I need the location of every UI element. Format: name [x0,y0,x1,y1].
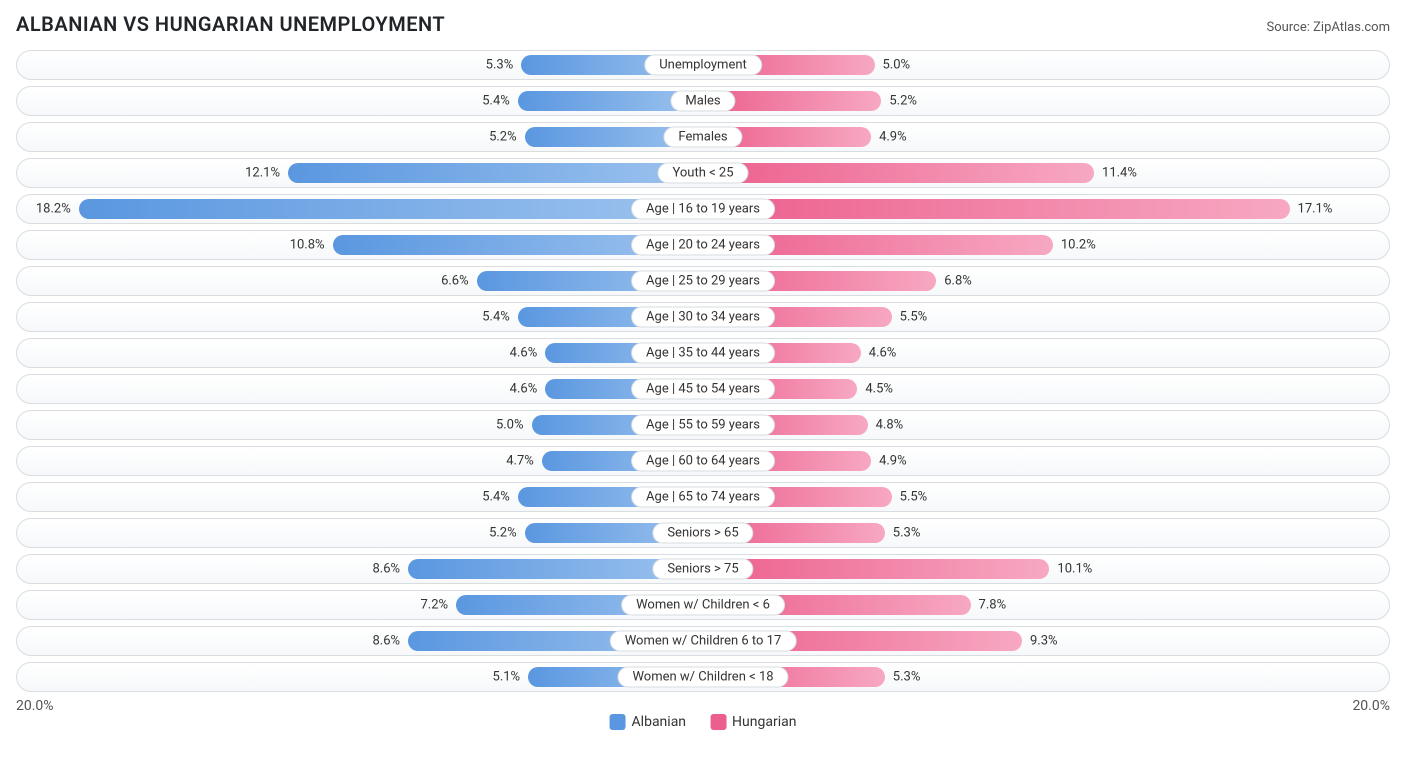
category-label: Women w/ Children 6 to 17 [610,631,797,652]
value-right: 5.5% [900,310,928,325]
value-right: 5.2% [889,94,917,109]
value-left: 5.2% [489,526,517,541]
category-label: Age | 30 to 34 years [631,307,775,328]
chart-row: 5.2% 4.9% Females [16,122,1390,152]
chart-row: 8.6% 9.3% Women w/ Children 6 to 17 [16,626,1390,656]
diverging-bar-chart: 5.3% 5.0% Unemployment 5.4% 5.2% Males 5.2% 4.9… [16,50,1390,692]
bar-right [703,559,1049,579]
chart-row: 4.6% 4.5% Age | 45 to 54 years [16,374,1390,404]
value-right: 5.5% [900,490,928,505]
value-left: 8.6% [372,634,400,649]
bar-right [703,163,1094,183]
value-right: 7.8% [979,598,1007,613]
value-left: 18.2% [36,202,71,217]
chart-row: 18.2% 17.1% Age | 16 to 19 years [16,194,1390,224]
bar-left [288,163,703,183]
value-right: 10.1% [1057,562,1092,577]
chart-title: ALBANIAN VS HUNGARIAN UNEMPLOYMENT [16,12,445,36]
chart-row: 5.4% 5.5% Age | 30 to 34 years [16,302,1390,332]
value-right: 5.3% [893,526,921,541]
legend: Albanian Hungarian [610,714,797,730]
category-label: Women w/ Children < 6 [621,595,785,616]
category-label: Females [663,127,742,148]
chart-row: 5.4% 5.5% Age | 65 to 74 years [16,482,1390,512]
value-left: 4.6% [510,382,538,397]
value-right: 4.9% [879,454,907,469]
value-left: 4.7% [506,454,534,469]
value-right: 9.3% [1030,634,1058,649]
bar-right [703,199,1290,219]
axis-max-right: 20.0% [703,698,1390,714]
value-left: 5.4% [482,310,510,325]
category-label: Age | 60 to 64 years [631,451,775,472]
value-left: 5.0% [496,418,524,433]
value-left: 6.6% [441,274,469,289]
category-label: Age | 55 to 59 years [631,415,775,436]
value-right: 10.2% [1061,238,1096,253]
chart-row: 8.6% 10.1% Seniors > 75 [16,554,1390,584]
category-label: Age | 25 to 29 years [631,271,775,292]
value-left: 5.2% [489,130,517,145]
category-label: Women w/ Children < 18 [617,667,788,688]
chart-row: 5.4% 5.2% Males [16,86,1390,116]
chart-row: 5.0% 4.8% Age | 55 to 59 years [16,410,1390,440]
chart-source: Source: ZipAtlas.com [1266,20,1390,35]
legend-label-left: Albanian [632,714,687,730]
value-right: 4.5% [865,382,893,397]
chart-row: 4.7% 4.9% Age | 60 to 64 years [16,446,1390,476]
legend-item-right: Hungarian [710,714,796,730]
value-left: 5.4% [482,94,510,109]
category-label: Age | 16 to 19 years [631,199,775,220]
chart-row: 7.2% 7.8% Women w/ Children < 6 [16,590,1390,620]
category-label: Age | 20 to 24 years [631,235,775,256]
category-label: Unemployment [644,55,762,76]
axis-max-left: 20.0% [16,698,703,714]
value-left: 4.6% [510,346,538,361]
value-right: 4.9% [879,130,907,145]
value-right: 5.0% [883,58,911,73]
value-left: 12.1% [245,166,280,181]
chart-row: 4.6% 4.6% Age | 35 to 44 years [16,338,1390,368]
category-label: Age | 35 to 44 years [631,343,775,364]
category-label: Seniors > 65 [652,523,753,544]
value-left: 5.3% [486,58,514,73]
legend-swatch-right [710,714,726,730]
value-left: 7.2% [420,598,448,613]
value-right: 4.8% [876,418,904,433]
value-right: 5.3% [893,670,921,685]
value-left: 5.4% [482,490,510,505]
category-label: Seniors > 75 [652,559,753,580]
legend-swatch-left [610,714,626,730]
category-label: Age | 65 to 74 years [631,487,775,508]
chart-row: 5.2% 5.3% Seniors > 65 [16,518,1390,548]
legend-item-left: Albanian [610,714,687,730]
value-left: 8.6% [372,562,400,577]
bar-left [79,199,703,219]
chart-row: 12.1% 11.4% Youth < 25 [16,158,1390,188]
chart-row: 10.8% 10.2% Age | 20 to 24 years [16,230,1390,260]
legend-label-right: Hungarian [732,714,796,730]
value-right: 17.1% [1298,202,1333,217]
category-label: Youth < 25 [657,163,748,184]
category-label: Males [670,91,735,112]
value-right: 11.4% [1102,166,1137,181]
chart-row: 5.1% 5.3% Women w/ Children < 18 [16,662,1390,692]
chart-row: 5.3% 5.0% Unemployment [16,50,1390,80]
value-left: 10.8% [290,238,325,253]
value-right: 4.6% [869,346,897,361]
value-right: 6.8% [944,274,972,289]
chart-row: 6.6% 6.8% Age | 25 to 29 years [16,266,1390,296]
category-label: Age | 45 to 54 years [631,379,775,400]
value-left: 5.1% [493,670,521,685]
